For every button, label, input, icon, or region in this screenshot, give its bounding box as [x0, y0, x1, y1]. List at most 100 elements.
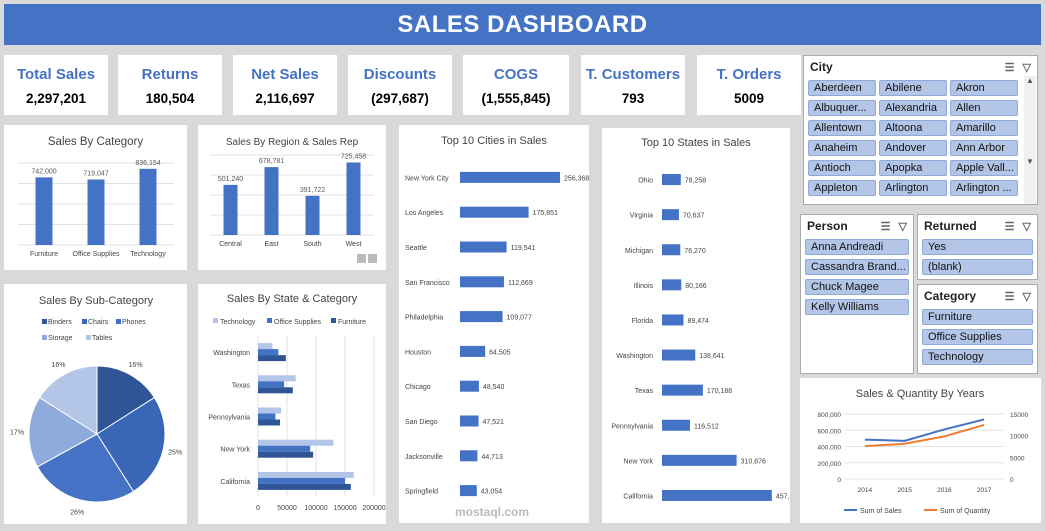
- slicer-item[interactable]: Arlington: [879, 180, 947, 196]
- data-label: 116,512: [694, 423, 719, 430]
- slicer-item[interactable]: Apopka: [879, 160, 947, 176]
- bar: [258, 471, 354, 478]
- tick-label: 10000: [1010, 434, 1028, 441]
- bar: [460, 380, 479, 392]
- multi-select-icon[interactable]: ☰: [1004, 290, 1015, 303]
- category-label: Springfield: [405, 489, 438, 496]
- data-label: 170,188: [707, 388, 732, 395]
- legend-label: Storage: [48, 335, 73, 342]
- legend-label: Binders: [48, 319, 72, 326]
- category-label: Central: [219, 241, 242, 248]
- data-label: 501,240: [218, 176, 243, 183]
- bar: [87, 179, 105, 245]
- returned-slicer-title: Returned: [924, 219, 977, 233]
- clear-filter-icon[interactable]: ▽: [1022, 220, 1031, 233]
- sales-by-category-chart: Sales By Category 742,000 Furniture 719,047…: [18, 136, 174, 258]
- legend-swatch: [116, 319, 121, 324]
- tick-label: 150000: [333, 505, 356, 512]
- category-label: Philadelphia: [405, 315, 443, 322]
- bar: [258, 439, 334, 446]
- slicer-item[interactable]: Chuck Magee: [805, 279, 909, 295]
- slicer-item[interactable]: Yes: [922, 239, 1033, 255]
- bar: [258, 343, 273, 350]
- chart-title: Sales By Sub-Category: [39, 295, 154, 307]
- bar: [258, 451, 314, 458]
- legend-label: Furniture: [338, 319, 366, 326]
- clear-filter-icon[interactable]: ▽: [1022, 290, 1031, 303]
- kpi-card: Net Sales 2,116,697: [233, 55, 337, 115]
- top-states-chart: Top 10 States in Sales Ohio 78,258 Virginia…: [611, 137, 790, 501]
- slicer-item[interactable]: Aberdeen: [808, 80, 876, 96]
- category-label: Texas: [635, 388, 654, 395]
- bar: [460, 485, 477, 497]
- sales-by-subcategory-chart: Sales By Sub-Category Binders Chairs Phones…: [10, 295, 182, 516]
- slicer-item[interactable]: Appleton: [808, 180, 876, 196]
- slicer-item[interactable]: Cassandra Brand...: [805, 259, 909, 275]
- pie-slice: [36, 433, 135, 503]
- tick-label: 400,000: [818, 445, 842, 452]
- slicer-item[interactable]: Anaheim: [808, 140, 876, 156]
- kpi-value: 793: [621, 91, 645, 106]
- slicer-item[interactable]: (blank): [922, 259, 1033, 275]
- data-label: 310,876: [741, 458, 766, 465]
- multi-select-icon[interactable]: ☰: [1004, 61, 1015, 74]
- sales-by-subcategory-card: Sales By Sub-Category Binders Chairs Phones…: [4, 284, 187, 524]
- slicer-item[interactable]: Ann Arbor: [950, 140, 1018, 156]
- bar: [258, 381, 285, 388]
- data-label: 76,270: [684, 248, 706, 255]
- city-slicer-title: City: [810, 60, 833, 74]
- sales-quantity-years-card: Sales & Quantity By Years 0 200,000 400,000…: [800, 378, 1041, 523]
- slicer-item[interactable]: Abilene: [879, 80, 947, 96]
- slicer-item[interactable]: Antioch: [808, 160, 876, 176]
- slicer-item[interactable]: Kelly Williams: [805, 299, 909, 315]
- sales-by-state-category-card: Sales By State & Category Technology Offic…: [198, 284, 386, 524]
- clear-filter-icon[interactable]: ▽: [1022, 61, 1031, 74]
- legend-label: Technology: [220, 319, 256, 326]
- category-label: Seattle: [405, 245, 427, 252]
- data-label: 80,166: [685, 283, 707, 290]
- bar: [662, 489, 772, 501]
- returned-slicer: Returned ☰ ▽ Yes (blank): [917, 214, 1038, 280]
- category-label: Texas: [232, 382, 251, 389]
- multi-select-icon[interactable]: ☰: [1004, 220, 1015, 233]
- bar: [460, 450, 478, 462]
- slicer-item[interactable]: Technology: [922, 349, 1033, 365]
- bar: [258, 355, 286, 362]
- clear-filter-icon[interactable]: ▽: [898, 220, 907, 233]
- category-label: San Francisco: [405, 280, 450, 287]
- legend-swatch: [42, 335, 47, 340]
- legend-label: Office Supplies: [274, 319, 321, 326]
- slicer-item[interactable]: Alexandria: [879, 100, 947, 116]
- slicer-item[interactable]: Andover: [879, 140, 947, 156]
- bar: [258, 445, 311, 452]
- slicer-item[interactable]: Arlington ...: [950, 180, 1018, 196]
- bar: [662, 314, 684, 326]
- slicer-item[interactable]: Albuquer...: [808, 100, 876, 116]
- data-label: 175,851: [533, 210, 558, 217]
- category-label: New York City: [405, 175, 449, 182]
- city-scrollbar[interactable]: ▲ ▼: [1024, 76, 1036, 204]
- slicer-item[interactable]: Apple Vall...: [950, 160, 1018, 176]
- data-label: 742,000: [31, 168, 56, 175]
- slicer-item[interactable]: Altoona: [879, 120, 947, 136]
- legend-swatch: [86, 335, 91, 340]
- slicer-item[interactable]: Allen: [950, 100, 1018, 116]
- data-label: 138,641: [699, 353, 724, 360]
- data-label: 678,781: [259, 158, 284, 165]
- series-line: [864, 423, 985, 448]
- slicer-item[interactable]: Office Supplies: [922, 329, 1033, 345]
- slicer-item[interactable]: Akron: [950, 80, 1018, 96]
- slicer-item[interactable]: Amarillo: [950, 120, 1018, 136]
- bar: [662, 454, 737, 466]
- kpi-label: COGS: [493, 66, 539, 83]
- tick-label: 0: [837, 477, 841, 484]
- slicer-item[interactable]: Allentown: [808, 120, 876, 136]
- multi-select-icon[interactable]: ☰: [880, 220, 891, 233]
- slicer-item[interactable]: Anna Andreadi: [805, 239, 909, 255]
- bar: [258, 413, 276, 420]
- bar: [460, 276, 504, 288]
- slicer-item[interactable]: Furniture: [922, 309, 1033, 325]
- kpi-value: 180,504: [145, 91, 195, 106]
- category-label: San Diego: [405, 419, 438, 426]
- legend-swatch: [42, 319, 47, 324]
